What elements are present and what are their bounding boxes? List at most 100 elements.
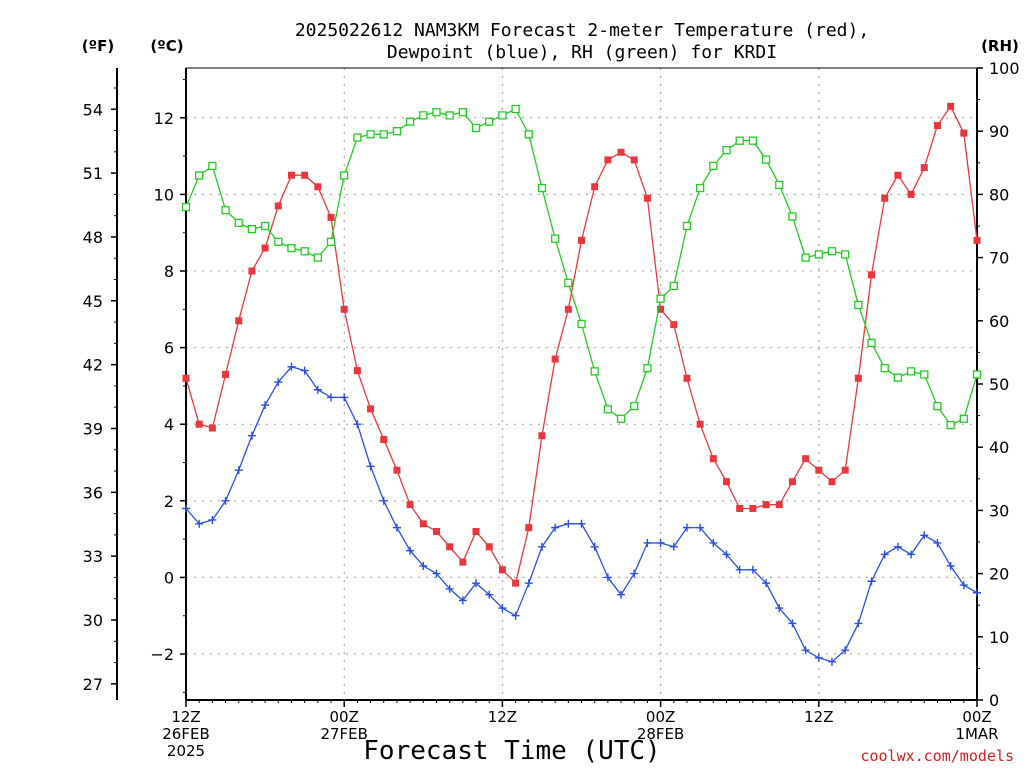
- grid: [186, 68, 977, 700]
- celsius-tick-label: −2: [150, 645, 174, 664]
- celsius-tick-label: 12: [154, 109, 174, 128]
- dewpoint-point: [392, 523, 401, 532]
- dewpoint-point: [208, 515, 217, 524]
- temperature-point: [907, 190, 915, 198]
- dewpoint-point: [445, 584, 454, 593]
- rh-point: [379, 130, 388, 139]
- rh-point: [287, 243, 296, 253]
- temperature-point: [854, 374, 862, 382]
- fahrenheit-tick-label: 42: [83, 356, 103, 375]
- rh-point: [195, 171, 204, 180]
- rh-tick-label: 70: [989, 249, 1009, 268]
- celsius-tick-label: 6: [164, 339, 174, 358]
- temperature-point: [604, 156, 612, 164]
- axes: 27 30 33 36 39 42 45 48 51 54 −2 0 2 4 6 8 10 12 0 10 20 30 40…: [83, 59, 1020, 760]
- temperature-point: [762, 501, 770, 509]
- rh-point: [247, 225, 257, 234]
- dewpoint-point: [735, 565, 744, 574]
- chart-title-line1: 2025022612 NAM3KM Forecast 2-meter Tempe…: [295, 20, 869, 41]
- rh-point: [722, 146, 731, 155]
- dewpoint-series: [182, 362, 981, 666]
- temperature-point: [775, 501, 783, 509]
- rh-point: [366, 130, 375, 139]
- fahrenheit-tick-label: 48: [83, 228, 103, 247]
- rh-tick-label: 80: [989, 185, 1009, 204]
- dewpoint-line: [185, 366, 978, 663]
- temperature-point: [419, 520, 427, 528]
- rh-point: [854, 300, 863, 310]
- temperature-point: [591, 183, 599, 191]
- temperature-point: [947, 102, 955, 110]
- dewpoint-point: [195, 519, 204, 528]
- temperature-point: [841, 466, 849, 474]
- rh-point: [656, 294, 665, 303]
- dewpoint-point: [498, 604, 507, 613]
- rh-point: [735, 136, 744, 145]
- rh-point: [471, 123, 481, 133]
- dewpoint-point: [432, 569, 441, 578]
- x-axis-title: Forecast Time (UTC): [363, 736, 660, 766]
- fahrenheit-tick-label: 30: [83, 611, 103, 630]
- rh-point: [326, 237, 336, 246]
- rh-point: [340, 171, 349, 180]
- temperature-point: [406, 501, 414, 509]
- temperature-point: [498, 566, 506, 574]
- dewpoint-point: [920, 531, 929, 540]
- temperature-series: [182, 102, 981, 587]
- temperature-point: [459, 558, 467, 566]
- celsius-tick-label: 10: [154, 185, 174, 204]
- dewpoint-point: [801, 646, 810, 655]
- rh-point: [564, 278, 573, 288]
- rh-point: [577, 319, 586, 329]
- dewpoint-point: [907, 550, 916, 559]
- temperature-point: [340, 305, 348, 313]
- rh-tick-label: 50: [989, 375, 1009, 394]
- rh-tick-label: 20: [989, 565, 1009, 584]
- dewpoint-point: [880, 550, 889, 559]
- dewpoint-point: [577, 519, 586, 528]
- temperature-point: [551, 355, 559, 363]
- rh-point: [959, 414, 968, 423]
- rh-point: [208, 161, 217, 171]
- credit-text: coolwx.com/models: [860, 747, 1014, 765]
- temperature-point: [432, 527, 440, 535]
- rh-point: [920, 370, 929, 379]
- dewpoint-point: [234, 466, 243, 475]
- chart-title-line2: Dewpoint (blue), RH (green) for KRDI: [387, 42, 777, 63]
- rh-point: [392, 127, 402, 136]
- dewpoint-point: [959, 581, 968, 590]
- rh-point: [814, 250, 823, 259]
- rh-point: [709, 161, 718, 171]
- rh-point: [801, 253, 810, 262]
- rh-tick-label: 60: [989, 312, 1009, 331]
- dewpoint-point: [472, 579, 481, 588]
- rh-point: [537, 183, 547, 193]
- fahrenheit-tick-label: 33: [83, 547, 103, 566]
- temperature-point: [670, 321, 678, 329]
- temperature-point: [815, 466, 823, 474]
- rh-tick-label: 100: [989, 59, 1020, 78]
- temperature-point: [367, 405, 375, 413]
- dewpoint-point: [327, 393, 336, 402]
- rh-point: [485, 117, 494, 126]
- temperature-point: [564, 305, 572, 313]
- dewpoint-point: [353, 420, 362, 429]
- rh-point: [880, 364, 889, 373]
- temperature-point: [696, 420, 704, 428]
- rh-point: [841, 250, 850, 259]
- dewpoint-point: [814, 653, 823, 662]
- temperature-point: [617, 148, 625, 156]
- fahrenheit-tick-label: 51: [83, 164, 103, 183]
- fahrenheit-tick-label: 27: [83, 675, 103, 694]
- temperature-point: [788, 478, 796, 486]
- temperature-point: [723, 478, 731, 486]
- rh-point: [432, 108, 441, 117]
- temperature-point: [472, 527, 480, 535]
- temperature-point: [274, 202, 282, 210]
- temperature-point: [393, 466, 401, 474]
- temperature-point: [630, 156, 638, 164]
- dewpoint-point: [643, 538, 652, 547]
- dewpoint-point: [762, 579, 771, 588]
- rh-point: [181, 202, 191, 212]
- rh-point: [511, 104, 520, 114]
